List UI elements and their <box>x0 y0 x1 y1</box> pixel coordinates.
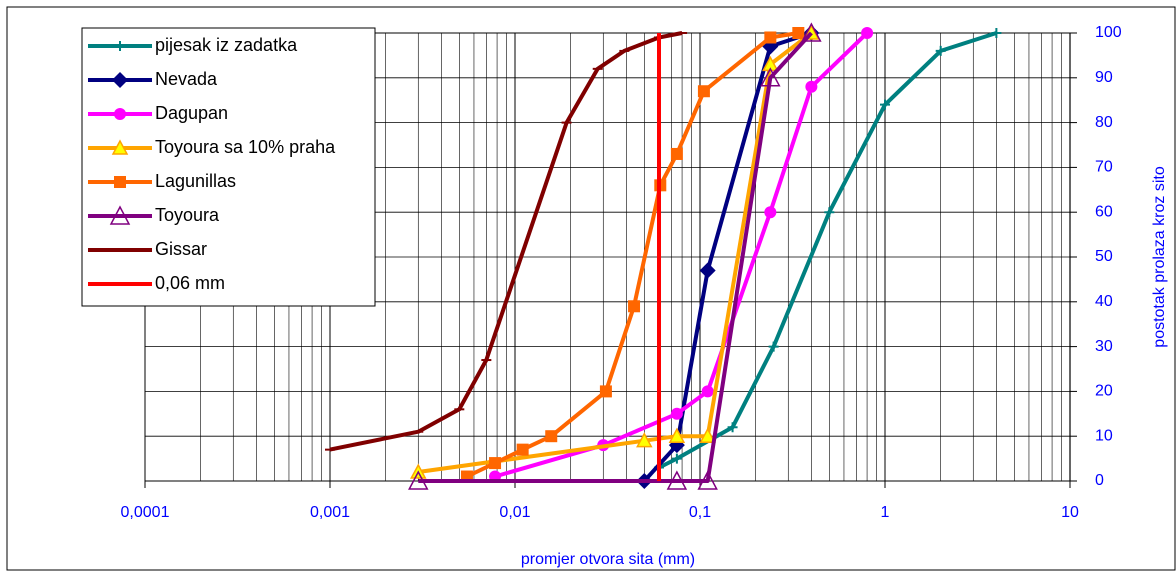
data-marker <box>805 80 818 93</box>
legend-label: pijesak iz zadatka <box>155 35 298 55</box>
data-marker <box>935 45 946 56</box>
x-tick-label: 0,1 <box>689 504 711 521</box>
data-marker <box>760 67 781 87</box>
data-marker <box>114 108 126 120</box>
x-tick-label: 0,01 <box>499 504 530 521</box>
y-tick-label: 60 <box>1095 203 1113 220</box>
data-marker <box>671 453 682 464</box>
data-marker <box>628 300 641 313</box>
y-tick-label: 70 <box>1095 159 1113 176</box>
y-tick-label: 30 <box>1095 338 1113 355</box>
y-tick-label: 100 <box>1095 24 1122 41</box>
data-marker <box>636 432 653 448</box>
data-marker <box>670 147 683 160</box>
data-marker <box>701 385 714 398</box>
legend-label: Toyoura <box>155 205 220 225</box>
data-marker <box>111 139 129 155</box>
x-tick-label: 1 <box>881 504 890 521</box>
series-line <box>418 31 813 474</box>
y-axis-title: postotak prolaza kroz sito <box>1151 166 1168 348</box>
x-tick-label: 0,001 <box>310 504 350 521</box>
legend-box <box>81 27 376 307</box>
legend-label: Nevada <box>155 69 218 89</box>
data-marker <box>727 422 738 433</box>
data-marker <box>408 470 429 490</box>
data-marker <box>697 85 710 98</box>
data-marker <box>880 99 890 110</box>
data-marker <box>670 407 683 420</box>
data-marker <box>768 341 779 352</box>
data-marker <box>764 206 777 219</box>
data-marker <box>801 22 822 42</box>
data-marker <box>991 28 1002 38</box>
series-line <box>658 31 998 470</box>
data-marker <box>114 176 126 188</box>
legend-label: Lagunillas <box>155 171 236 191</box>
series-line <box>418 31 813 483</box>
y-tick-label: 20 <box>1095 383 1113 400</box>
data-marker <box>666 470 688 490</box>
data-marker <box>824 207 835 218</box>
legend-label: 0,06 mm <box>155 273 225 293</box>
y-tick-label: 40 <box>1095 293 1113 310</box>
y-tick-label: 50 <box>1095 248 1113 265</box>
data-marker <box>112 72 128 88</box>
legend-label: Dagupan <box>155 103 228 123</box>
data-marker <box>109 205 131 225</box>
legend: pijesak iz zadatka Nevada Dagupan Toyoura s… <box>81 27 376 307</box>
data-marker <box>861 27 874 39</box>
data-marker <box>516 443 529 456</box>
y-tick-label: 80 <box>1095 114 1113 131</box>
data-marker <box>699 262 716 279</box>
legend-label: Gissar <box>155 239 207 259</box>
y-tick-label: 10 <box>1095 427 1113 444</box>
x-tick-label: 10 <box>1061 504 1079 521</box>
x-axis-title: promjer otvora sita (mm) <box>521 551 695 568</box>
data-marker <box>764 31 777 44</box>
data-marker <box>599 385 612 398</box>
data-marker <box>699 427 716 443</box>
y-tick-label: 90 <box>1095 69 1113 86</box>
legend-label: Toyoura sa 10% praha <box>155 137 336 157</box>
data-marker <box>697 470 718 490</box>
data-marker <box>668 427 686 443</box>
data-marker <box>792 27 805 39</box>
data-marker <box>115 41 125 51</box>
data-marker <box>489 457 502 470</box>
y-tick-label: 0 <box>1095 472 1104 489</box>
x-tick-label: 0,0001 <box>121 504 170 521</box>
data-marker <box>545 430 558 443</box>
